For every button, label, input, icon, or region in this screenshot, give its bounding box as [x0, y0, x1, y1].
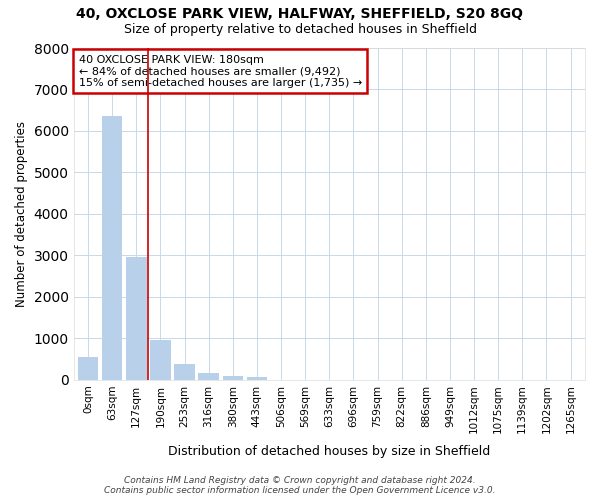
Bar	[126, 258, 146, 380]
X-axis label: Distribution of detached houses by size in Sheffield: Distribution of detached houses by size …	[168, 444, 490, 458]
Bar	[78, 357, 98, 380]
Bar	[102, 116, 122, 380]
Bar	[247, 378, 267, 380]
Text: Size of property relative to detached houses in Sheffield: Size of property relative to detached ho…	[124, 22, 476, 36]
Y-axis label: Number of detached properties: Number of detached properties	[15, 121, 28, 307]
Text: Contains HM Land Registry data © Crown copyright and database right 2024.
Contai: Contains HM Land Registry data © Crown c…	[104, 476, 496, 495]
Text: 40, OXCLOSE PARK VIEW, HALFWAY, SHEFFIELD, S20 8GQ: 40, OXCLOSE PARK VIEW, HALFWAY, SHEFFIEL…	[77, 8, 523, 22]
Text: 40 OXCLOSE PARK VIEW: 180sqm
← 84% of detached houses are smaller (9,492)
15% of: 40 OXCLOSE PARK VIEW: 180sqm ← 84% of de…	[79, 54, 362, 88]
Bar	[199, 373, 219, 380]
Bar	[150, 340, 170, 380]
Bar	[174, 364, 195, 380]
Bar	[223, 376, 243, 380]
